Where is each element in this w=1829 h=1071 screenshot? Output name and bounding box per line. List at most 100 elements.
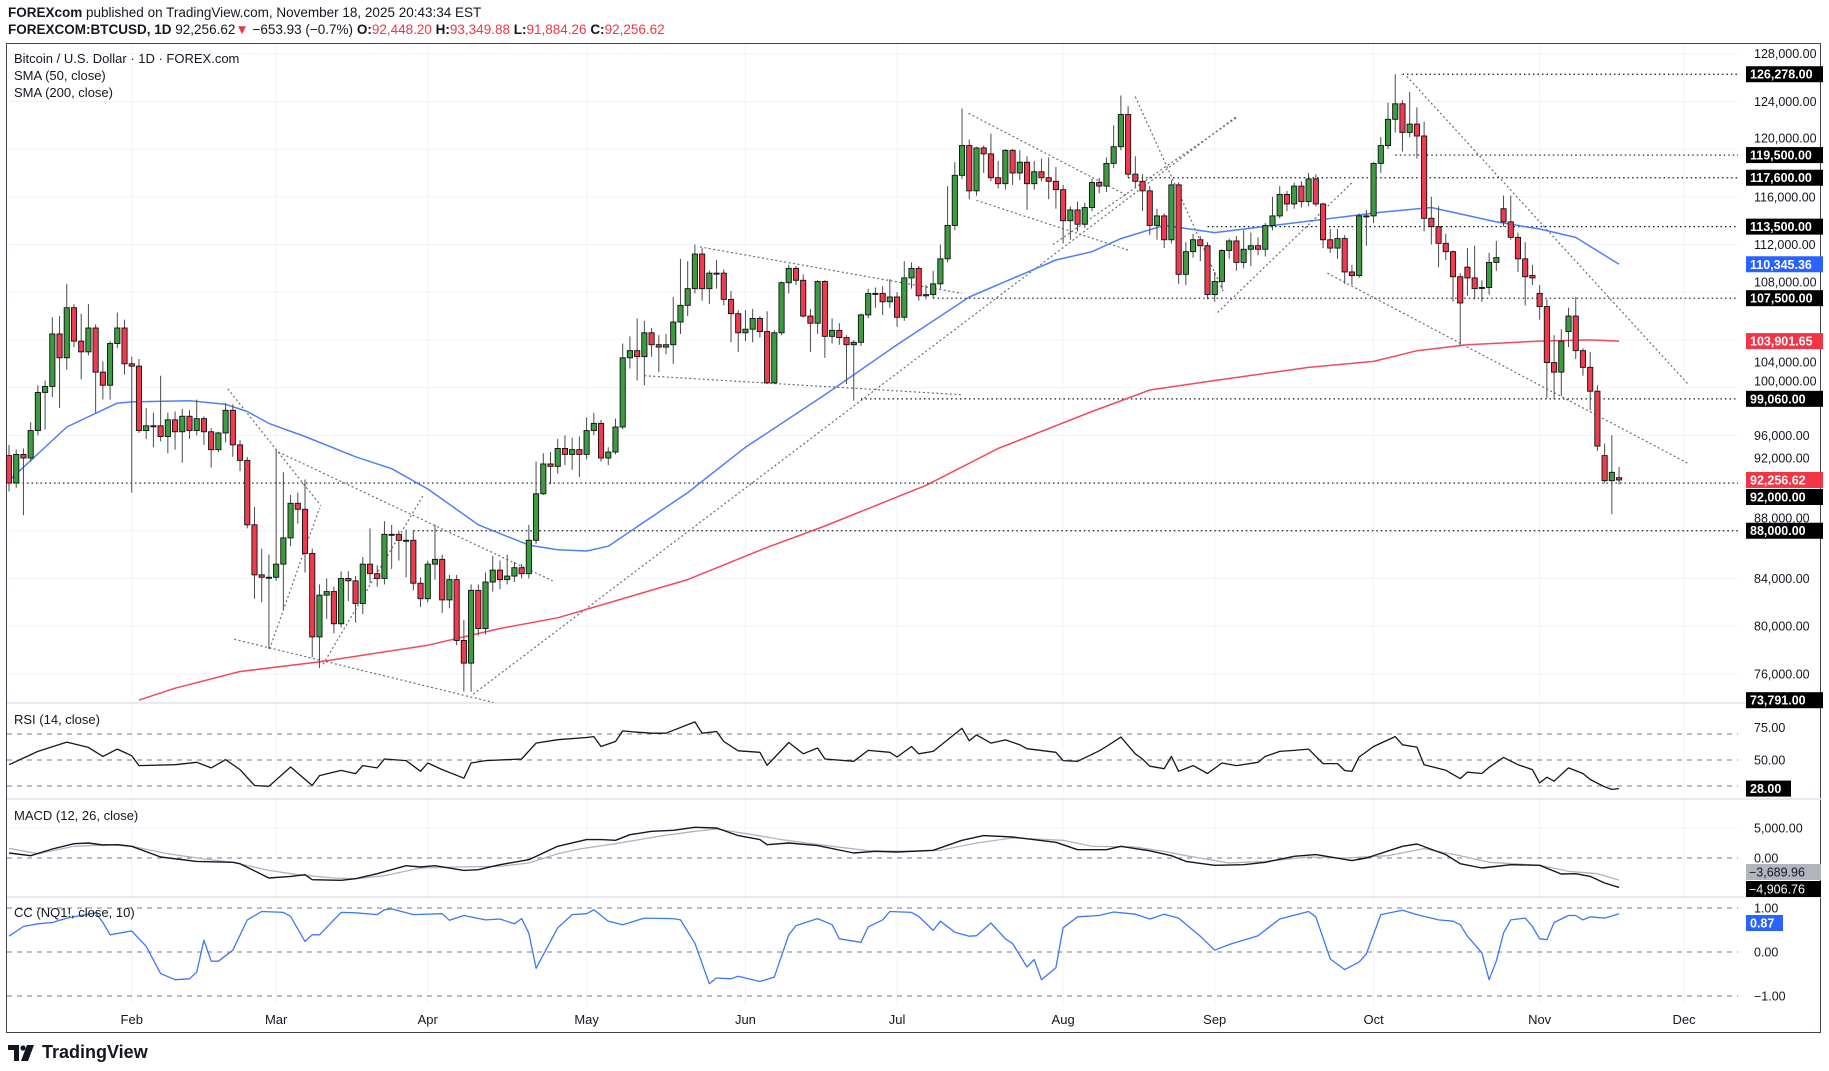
candle [27,422,34,462]
candle [1579,348,1587,376]
open-value: 92,448.20 [371,22,432,37]
candle-body [258,574,265,578]
candle [439,554,446,614]
candle [641,320,648,386]
candle-body [208,431,215,451]
candle-body [468,589,475,664]
price-badge-label: 88,000.00 [1750,524,1806,538]
legend-symbol-title[interactable]: Bitcoin / U.S. Dollar · 1D · FOREX.com [14,51,240,66]
legend-rsi[interactable]: RSI (14, close) [14,712,100,727]
candle-body [330,591,337,625]
candle-body [699,253,706,290]
candle-body [1601,455,1608,482]
candle [309,548,316,658]
candle-body [662,344,670,348]
candle-body [706,272,713,290]
candle [157,375,164,442]
macd-tick-label: 0.00 [1754,852,1778,866]
candle-body [309,552,316,638]
candle [1175,182,1182,284]
candle-body [533,493,540,541]
candle-body [1334,238,1341,249]
candle-body [749,318,756,330]
candle [735,310,742,352]
candle-body [222,409,229,434]
candle [865,288,872,319]
candle-body [273,563,280,578]
candle [1565,307,1572,348]
candle-body [63,307,70,359]
candle-body [1247,245,1254,250]
candle [431,524,439,580]
candle-body [1341,238,1348,273]
candle [1168,180,1175,244]
legend-macd[interactable]: MACD (12, 26, close) [14,808,139,823]
candle-body [1146,190,1153,226]
candle [958,108,966,179]
tradingview-logo[interactable]: TradingView [8,1042,148,1063]
candle [1522,242,1529,306]
candle [453,574,460,646]
candle-body [1153,215,1161,226]
macd-badge-bg [1746,864,1821,880]
candle-body [381,533,388,579]
candle [388,524,395,569]
legend-sma50[interactable]: SMA (50, close) [14,68,106,83]
price-tick-label: 128,000.00 [1754,47,1817,61]
candle [778,281,785,336]
candle-body [1182,251,1189,275]
candle [843,335,850,385]
candle [1031,161,1038,190]
candle-body [294,502,301,510]
candle [1283,190,1290,212]
candle [1399,100,1406,152]
price-badge-label: 92,256.62 [1750,473,1806,487]
candle [699,248,706,301]
candle [475,584,482,636]
cc-tick-label: 0.00 [1754,946,1778,960]
candle-body [1218,250,1226,282]
time-axis-label-sep: Sep [1203,1012,1226,1027]
candle [1312,174,1319,207]
candle [612,418,619,455]
price-badge-bg [1746,147,1823,164]
candle-body [1594,390,1601,447]
candle [1139,174,1146,212]
candle [13,449,20,488]
price-badge-label: 119,500.00 [1750,149,1812,163]
candle [937,244,944,289]
candle [1319,202,1327,249]
candle-body [1038,171,1045,179]
rsi-badge-label: 28.00 [1750,782,1781,796]
candle [1327,229,1334,253]
candle [771,330,778,385]
legend-cc[interactable]: CC (NQ1!, close, 10) [14,905,135,920]
candle [684,261,691,317]
publisher-name: FOREXcom [8,5,83,20]
candle-body [641,332,648,358]
candle [114,312,121,349]
candle [374,565,381,587]
candle-body [85,327,92,353]
time-axis-label-jun: Jun [735,1012,756,1027]
candle-body [20,453,27,459]
candle-body [1067,209,1074,222]
candle [1464,248,1471,296]
candle [200,416,207,445]
legend-sma200[interactable]: SMA (200, close) [14,85,113,100]
candle [1500,195,1507,227]
candle [518,564,525,579]
price-badge: 107,500.00 [1746,290,1823,307]
candle [265,554,272,649]
candle-body [1298,185,1305,203]
candle [482,572,489,635]
candle [1276,186,1283,219]
candle-body [771,332,778,384]
candle [540,453,547,495]
candle-body [583,430,590,455]
candle [973,146,980,196]
candle-body [1269,215,1276,226]
candle [352,576,359,623]
sma50-line [8,206,1620,552]
